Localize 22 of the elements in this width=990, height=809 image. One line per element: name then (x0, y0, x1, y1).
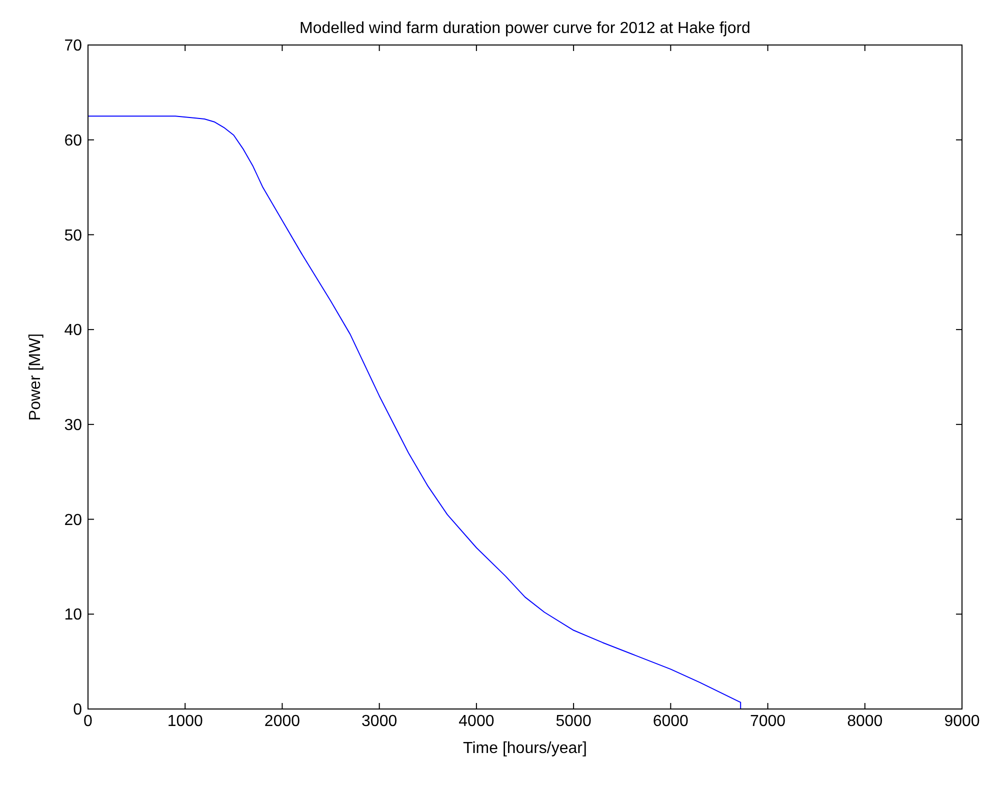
x-tick-label: 8000 (847, 713, 883, 730)
x-tick-label: 9000 (944, 713, 980, 730)
y-tick-label: 20 (64, 512, 82, 529)
y-tick-label: 40 (64, 322, 82, 340)
x-axis-title: Time [hours/year] (463, 740, 587, 757)
y-tick-label: 0 (73, 702, 82, 719)
line-series (88, 116, 742, 710)
x-tick-label: 0 (84, 713, 93, 730)
x-tick-label: 5000 (556, 713, 592, 730)
y-axis-title: Power [MW] (27, 333, 44, 421)
y-tick-label: 50 (64, 227, 82, 244)
y-tick-label: 60 (64, 132, 82, 150)
y-tick-label: 30 (64, 417, 82, 434)
chart-title: Modelled wind farm duration power curve for 2012 at Hake fjord (300, 20, 750, 37)
x-tick-label: 1000 (167, 713, 204, 730)
y-tick-label: 10 (64, 606, 82, 624)
x-tick-label: 3000 (362, 713, 398, 730)
x-tick-label: 7000 (750, 713, 786, 730)
x-tick-label: 2000 (264, 713, 300, 730)
x-tick-label: 6000 (652, 713, 689, 730)
y-tick-label: 70 (64, 38, 82, 55)
x-tick-label: 4000 (458, 713, 494, 730)
